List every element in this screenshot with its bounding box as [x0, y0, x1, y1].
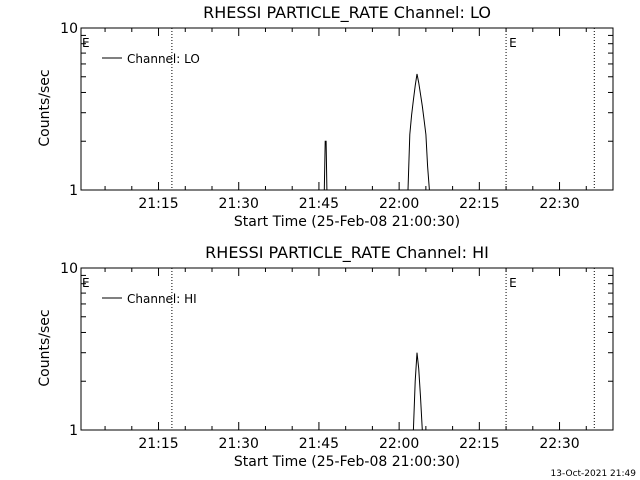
chart-panel-lo: RHESSI PARTICLE_RATE Channel: LO Start T… [37, 3, 614, 230]
y-tick-label: 1 [69, 423, 78, 439]
x-tick-label: 22:30 [539, 196, 579, 212]
time-marker-label: E [509, 276, 517, 290]
x-tick-label: 21:30 [219, 196, 259, 212]
x-tick-label: 21:45 [299, 436, 339, 452]
y-tick-label: 1 [69, 183, 78, 199]
chart-title: RHESSI PARTICLE_RATE Channel: HI [205, 243, 489, 263]
legend-label: Channel: LO [127, 52, 200, 66]
legend-label: Channel: HI [127, 292, 197, 306]
x-axis-label: Start Time (25-Feb-08 21:00:30) [234, 214, 460, 230]
x-tick-label: 21:30 [219, 436, 259, 452]
y-axis-label: Counts/sec [37, 69, 53, 146]
chart-title: RHESSI PARTICLE_RATE Channel: LO [203, 3, 491, 23]
x-tick-label: 21:15 [138, 196, 178, 212]
x-tick-label: 21:15 [138, 436, 178, 452]
x-tick-label: 21:45 [299, 196, 339, 212]
y-tick-label: 10 [60, 21, 78, 37]
footer-timestamp: 13-Oct-2021 21:49 [551, 469, 637, 479]
edge-marker-label: E [82, 276, 90, 290]
x-tick-label: 22:30 [539, 436, 579, 452]
plot-frame [80, 267, 614, 431]
x-tick-label: 22:00 [379, 196, 419, 212]
x-tick-label: 22:00 [379, 436, 419, 452]
x-axis-label: Start Time (25-Feb-08 21:00:30) [234, 454, 460, 470]
y-axis-label: Counts/sec [37, 309, 53, 386]
time-marker-label: E [509, 36, 517, 50]
series-line [412, 352, 423, 431]
y-tick-label: 10 [60, 261, 78, 277]
chart-panel-hi: RHESSI PARTICLE_RATE Channel: HI Start T… [37, 243, 614, 470]
series-line [323, 73, 430, 191]
x-tick-label: 22:15 [459, 196, 499, 212]
x-tick-label: 22:15 [459, 436, 499, 452]
edge-marker-label: E [82, 36, 90, 50]
